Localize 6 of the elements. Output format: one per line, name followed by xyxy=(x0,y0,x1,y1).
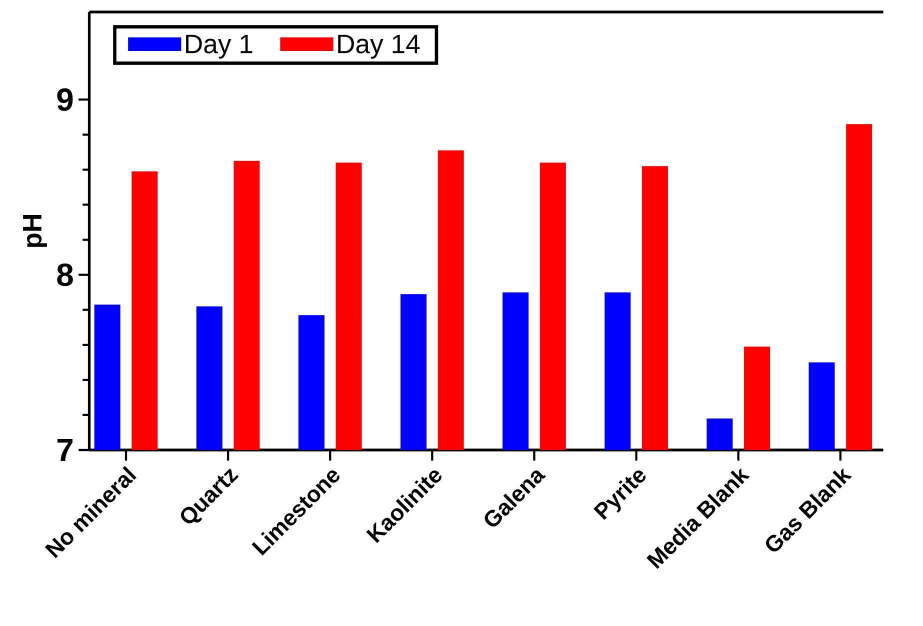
legend-label: Day 14 xyxy=(338,34,420,59)
y-tick-label: 9 xyxy=(57,88,73,111)
y-tick-label: 7 xyxy=(57,438,72,462)
y-axis-title: pH xyxy=(23,215,47,248)
legend-label: Day 1 xyxy=(186,34,252,59)
y-tick-label: 8 xyxy=(57,263,73,286)
